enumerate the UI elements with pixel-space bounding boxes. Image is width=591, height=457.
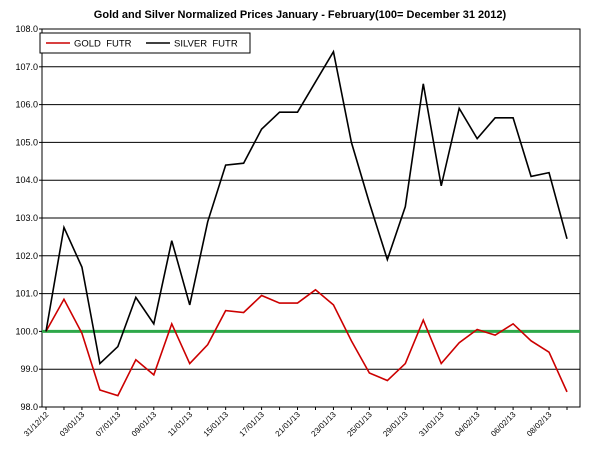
y-tick-label: 103.0 bbox=[15, 213, 38, 223]
x-tick-label: 25/01/13 bbox=[345, 410, 374, 439]
x-tick-label: 03/01/13 bbox=[58, 410, 87, 439]
y-tick-label: 102.0 bbox=[15, 251, 38, 261]
x-tick-label: 11/01/13 bbox=[166, 410, 194, 438]
series-line bbox=[45, 288, 568, 397]
x-tick-label: 23/01/13 bbox=[309, 410, 338, 439]
x-tick-label: 15/01/13 bbox=[202, 410, 231, 439]
x-tick-label: 31/01/13 bbox=[417, 410, 446, 439]
x-tick-label: 04/02/13 bbox=[453, 410, 482, 439]
y-tick-label: 100.0 bbox=[15, 326, 38, 336]
series-line bbox=[45, 49, 568, 366]
x-tick-label: 21/01/13 bbox=[274, 410, 303, 439]
x-tick-label: 09/01/13 bbox=[130, 410, 159, 439]
x-tick-label: 07/01/13 bbox=[94, 410, 123, 439]
y-tick-label: 108.0 bbox=[15, 24, 38, 34]
y-tick-label: 99.0 bbox=[20, 364, 38, 374]
legend-label: SILVER FUTR bbox=[174, 39, 238, 50]
plot-border bbox=[41, 28, 581, 408]
x-tick-label: 08/02/13 bbox=[525, 410, 554, 439]
y-tick-label: 107.0 bbox=[15, 62, 38, 72]
y-tick-label: 106.0 bbox=[15, 100, 38, 110]
y-tick-label: 101.0 bbox=[15, 289, 38, 299]
x-tick-label: 17/01/13 bbox=[238, 410, 267, 439]
x-tick-label: 29/01/13 bbox=[381, 410, 410, 439]
y-tick-label: 104.0 bbox=[15, 175, 38, 185]
legend-box bbox=[39, 32, 251, 54]
x-tick-label: 31/12/12 bbox=[22, 410, 51, 439]
y-tick-label: 105.0 bbox=[15, 137, 38, 147]
chart-title: Gold and Silver Normalized Prices Januar… bbox=[94, 9, 507, 21]
x-tick-label: 06/02/13 bbox=[489, 410, 518, 439]
y-tick-label: 98.0 bbox=[20, 402, 38, 412]
legend-label: GOLD FUTR bbox=[74, 39, 132, 50]
